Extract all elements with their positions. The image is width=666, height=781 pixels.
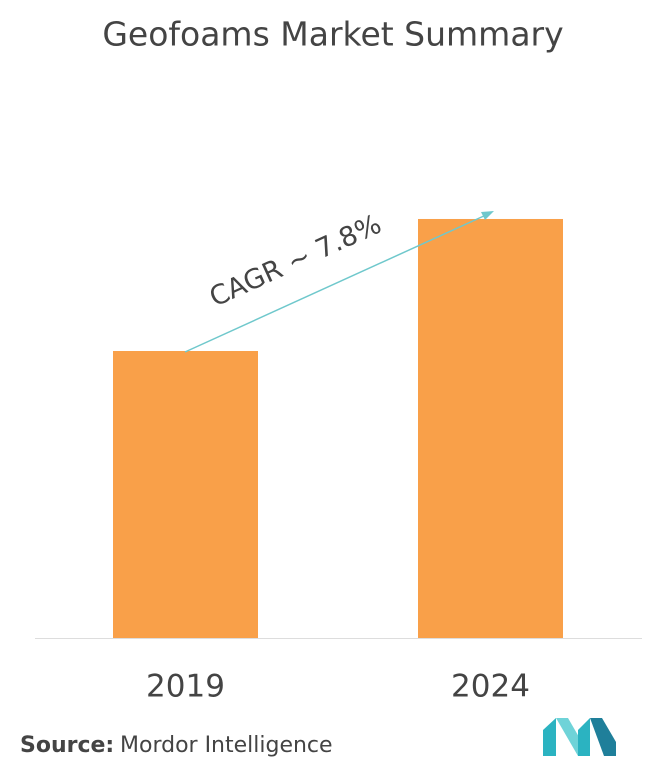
- x-tick-label: 2019: [146, 669, 225, 705]
- bar: [113, 351, 258, 638]
- bar: [418, 218, 563, 639]
- cagr-label: CAGR ~ 7.8%: [205, 209, 386, 314]
- cagr-arrow: [184, 211, 494, 353]
- source-text: Mordor Intelligence: [120, 733, 333, 758]
- chart-title: Geofoams Market Summary: [102, 15, 563, 54]
- source-label: Source:: [20, 733, 114, 758]
- x-tick-label: 2024: [451, 669, 530, 705]
- logo: [543, 718, 616, 756]
